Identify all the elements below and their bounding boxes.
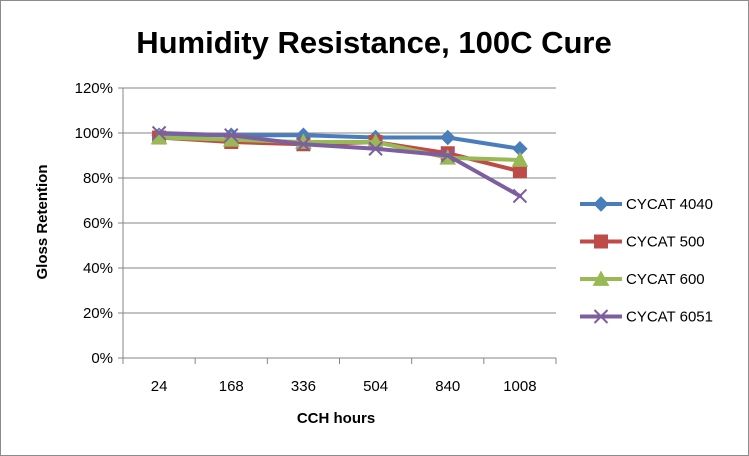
legend-item: CYCAT 600 — [580, 270, 705, 288]
legend-label: CYCAT 6051 — [626, 309, 713, 326]
x-axis-title: CCH hours — [297, 410, 375, 427]
x-tick-label: 168 — [219, 378, 244, 395]
x-tick-label: 504 — [363, 378, 388, 395]
x-tick-labels: 24 168 336 504 840 1008 — [151, 378, 537, 395]
y-tick-labels: 0% 20% 40% 60% 80% 100% 120% — [75, 80, 113, 367]
data-point-marker — [224, 128, 239, 143]
y-tick-label: 100% — [75, 125, 113, 142]
x-tick-label: 1008 — [503, 378, 536, 395]
legend-label: CYCAT 600 — [626, 271, 705, 288]
x-tick-label: 840 — [435, 378, 460, 395]
data-point-marker — [440, 148, 455, 163]
data-point-marker — [511, 151, 529, 167]
y-tick-label: 120% — [75, 80, 113, 97]
data-point-marker — [368, 141, 383, 156]
y-tick-label: 60% — [83, 215, 113, 232]
y-tick-label: 40% — [83, 260, 113, 277]
legend-item: CYCAT 4040 — [580, 196, 713, 213]
x-tick-label: 336 — [291, 378, 316, 395]
legend-marker — [592, 270, 610, 286]
legend-marker — [593, 309, 609, 324]
data-point-marker — [512, 188, 528, 204]
legend-marker — [593, 196, 609, 212]
x-tick-label: 24 — [151, 378, 168, 395]
y-axis-title: Gloss Retention — [34, 164, 51, 279]
data-point-marker — [440, 129, 456, 146]
chart-title: Humidity Resistance, 100C Cure — [136, 25, 612, 60]
legend-marker — [594, 234, 608, 249]
series-group — [150, 125, 529, 204]
legend-label: CYCAT 4040 — [626, 196, 713, 213]
y-tick-label: 80% — [83, 170, 113, 187]
legend-item: CYCAT 6051 — [580, 309, 713, 326]
data-point-marker — [151, 125, 167, 141]
legend-item: CYCAT 500 — [580, 234, 705, 251]
legend-label: CYCAT 500 — [626, 234, 705, 251]
legend: CYCAT 4040 CYCAT 500 CYCAT 600 CYCAT 6051 — [580, 196, 713, 326]
data-point-marker — [296, 137, 311, 152]
series-line — [157, 131, 522, 198]
axes — [118, 87, 557, 364]
y-tick-label: 0% — [91, 350, 113, 367]
series-line — [157, 135, 522, 162]
y-tick-label: 20% — [83, 305, 113, 322]
gridlines — [123, 87, 556, 314]
series-3 — [151, 125, 528, 204]
